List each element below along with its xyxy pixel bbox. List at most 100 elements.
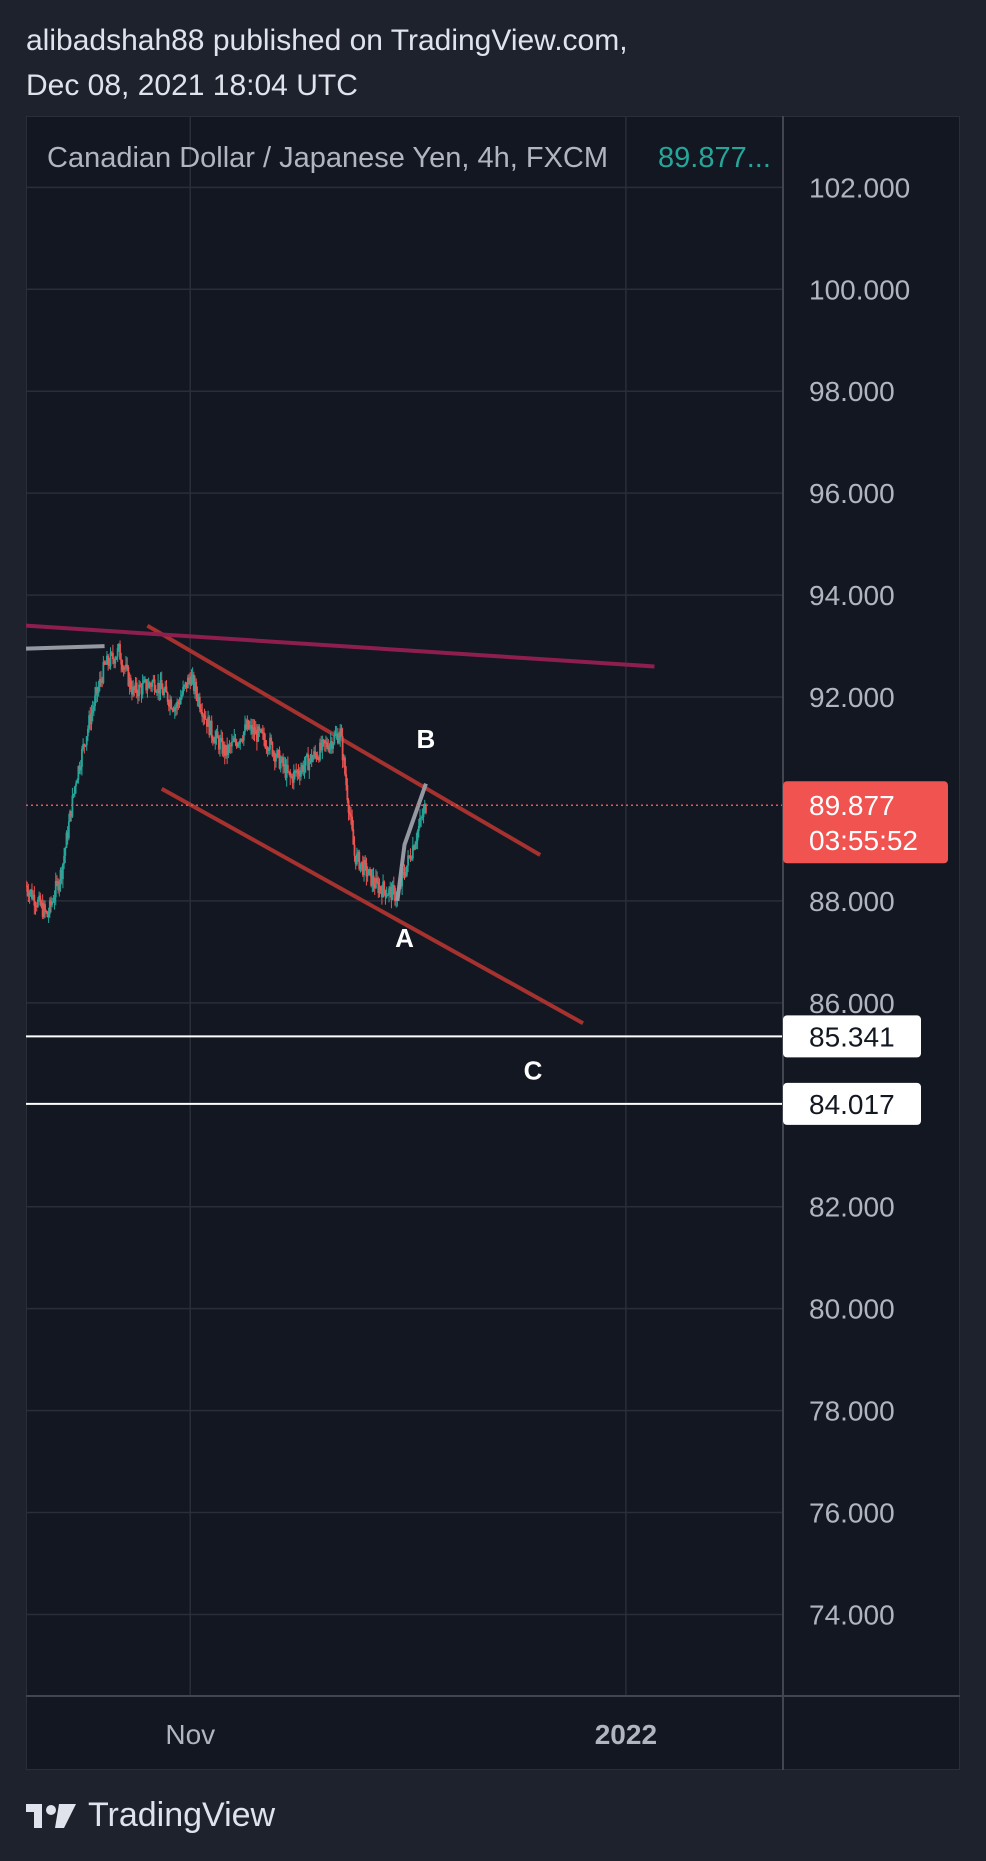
candle-body xyxy=(163,690,165,696)
candle-body xyxy=(140,686,143,695)
candle-body xyxy=(128,677,131,686)
annotation-b: B xyxy=(417,724,436,754)
candle-body xyxy=(421,816,424,818)
candle-body xyxy=(222,744,225,754)
candle-body xyxy=(341,736,344,761)
candle-body xyxy=(354,855,357,865)
chart-last-value: 89.877... xyxy=(658,142,771,174)
candle-body xyxy=(238,743,240,745)
candle-body xyxy=(292,771,295,783)
candle-body xyxy=(408,855,411,857)
candle-body xyxy=(115,656,118,660)
candle-body xyxy=(377,881,380,894)
candle-body xyxy=(127,666,130,686)
candle-body xyxy=(117,644,120,649)
candle-body xyxy=(79,766,82,771)
candle-body xyxy=(359,863,362,870)
candle-body xyxy=(383,881,386,891)
candle-body xyxy=(107,655,110,665)
candle-body xyxy=(253,727,256,735)
candle-body xyxy=(240,738,243,741)
candle-body xyxy=(415,840,418,845)
candle-body xyxy=(83,744,86,746)
candle-body xyxy=(330,740,333,749)
candle-body xyxy=(54,881,57,898)
candle-body xyxy=(298,774,301,777)
candle-body xyxy=(384,890,387,898)
candle-body xyxy=(169,699,171,707)
candle-body xyxy=(405,865,408,876)
y-tick-label: 92.000 xyxy=(809,682,895,713)
candle-body xyxy=(206,718,208,727)
candle-body xyxy=(219,739,221,750)
candle-body xyxy=(276,750,279,758)
candle-body xyxy=(259,729,262,732)
candle-body xyxy=(70,810,73,817)
candle-body xyxy=(151,681,154,687)
candle-body xyxy=(147,682,150,688)
candle-body xyxy=(235,742,238,747)
candle-body xyxy=(185,682,188,689)
chart-title: Canadian Dollar / Japanese Yen, 4h, FXCM xyxy=(47,142,608,174)
candle-body xyxy=(314,751,317,755)
candle-body xyxy=(214,736,217,744)
candle-body xyxy=(204,718,207,720)
candle-body xyxy=(245,724,248,730)
candle-body xyxy=(96,687,99,694)
candle-body xyxy=(257,726,259,742)
candle-body xyxy=(284,763,287,778)
candle-body xyxy=(153,679,156,691)
candle-body xyxy=(344,757,346,775)
candle-body xyxy=(355,853,358,865)
x-tick-label: Nov xyxy=(165,1719,215,1750)
candle-body xyxy=(32,894,35,899)
candle-body xyxy=(422,809,425,817)
countdown-label: 03:55:52 xyxy=(809,825,918,856)
candle-body xyxy=(126,664,129,667)
candle-body xyxy=(282,757,284,767)
drawings xyxy=(26,623,655,1025)
candle-body xyxy=(295,770,298,773)
candle-body xyxy=(413,845,415,850)
candle-body xyxy=(37,899,39,907)
overlay: A B C xyxy=(26,724,783,1105)
candle-body xyxy=(61,863,64,880)
candle-body xyxy=(252,727,255,734)
candle-body xyxy=(325,742,327,744)
candle-body xyxy=(210,720,213,738)
brand-name: TradingView xyxy=(88,1796,276,1834)
candle-body xyxy=(404,875,407,877)
candle-body xyxy=(29,889,32,893)
candle-body xyxy=(31,889,33,899)
candle-body xyxy=(315,754,318,759)
candle-body xyxy=(409,855,412,860)
candle-body xyxy=(34,905,37,907)
publication-info: alibadshah88 published on TradingView.co… xyxy=(26,18,628,108)
price-chart[interactable]: A B C 102.000 100.000 98.000 96.000 94.000 92.0… xyxy=(26,116,960,1770)
candle-body xyxy=(342,757,345,761)
candle-body xyxy=(114,659,117,664)
candle-body xyxy=(138,684,140,697)
time-axis[interactable]: Nov 2022 xyxy=(165,1719,657,1750)
tradingview-brand[interactable]: TradingView xyxy=(26,1796,275,1835)
candle-body xyxy=(302,765,305,772)
candle-body xyxy=(267,749,270,751)
price-axis[interactable]: 102.000 100.000 98.000 96.000 94.000 92.000 88… xyxy=(809,172,910,1630)
candle-body xyxy=(283,763,286,767)
candle-body xyxy=(385,895,388,898)
candle-body xyxy=(39,895,42,906)
candle-body xyxy=(85,736,88,746)
candle-body xyxy=(402,871,405,874)
grid xyxy=(26,116,783,1696)
candle-body xyxy=(246,720,249,730)
candle-body xyxy=(109,652,112,667)
candle-body xyxy=(44,904,46,911)
candle-body xyxy=(352,829,355,845)
candle-body xyxy=(131,689,133,695)
candle-body xyxy=(303,765,306,772)
candle-body xyxy=(419,817,421,826)
candle-body xyxy=(45,910,48,912)
candles xyxy=(26,640,427,924)
candle-body xyxy=(172,709,175,712)
candle-body xyxy=(108,664,111,667)
